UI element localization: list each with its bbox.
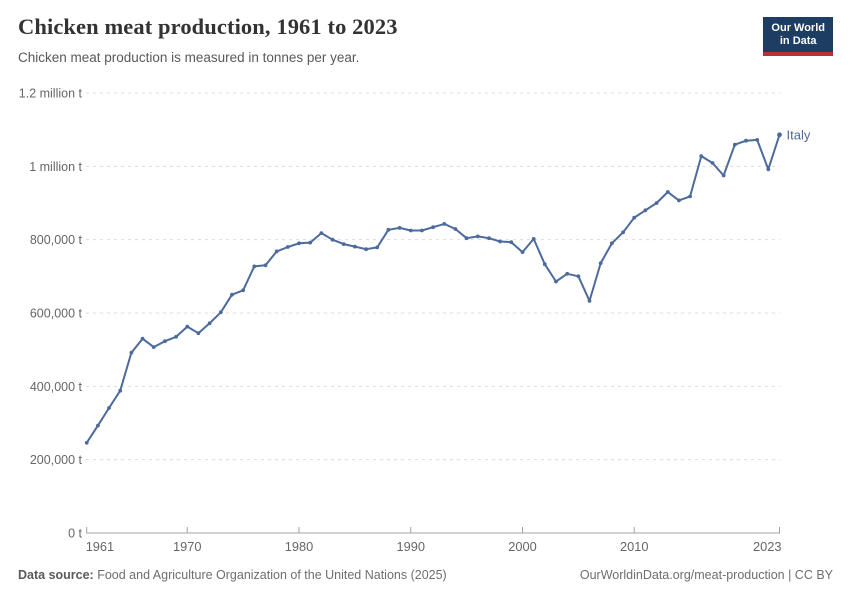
data-point-marker[interactable] xyxy=(84,440,89,445)
x-axis-tick-label: 1961 xyxy=(86,539,114,554)
x-axis-tick-label: 2023 xyxy=(753,539,781,554)
data-point-marker[interactable] xyxy=(587,299,592,303)
data-point-marker[interactable] xyxy=(509,240,514,245)
footer-citation-link[interactable]: OurWorldinData.org/meat-production | CC … xyxy=(579,568,833,582)
y-axis-tick-label: 1 million t xyxy=(29,160,82,174)
owid-logo[interactable]: Our World in Data xyxy=(763,17,833,56)
owid-logo-line2: in Data xyxy=(779,35,817,47)
data-point-marker[interactable] xyxy=(364,247,368,252)
chart-title: Chicken meat production, 1961 to 2023 xyxy=(18,14,398,39)
data-point-marker[interactable] xyxy=(721,173,726,178)
y-axis-tick-label: 1.2 million t xyxy=(19,87,83,101)
data-point-marker[interactable] xyxy=(610,241,614,246)
data-point-marker[interactable] xyxy=(252,264,257,269)
series-end-label[interactable]: Italy xyxy=(787,127,811,142)
data-source-label: Data source: xyxy=(18,568,94,582)
y-axis-tick-label: 600,000 t xyxy=(30,307,83,321)
data-point-marker[interactable] xyxy=(632,215,637,220)
chart-footer: Data source: Food and Agriculture Organi… xyxy=(18,568,833,582)
data-point-marker[interactable] xyxy=(520,250,525,255)
data-point-marker[interactable] xyxy=(565,271,570,276)
y-axis-tick-label: 0 t xyxy=(68,527,82,541)
x-axis-tick-label: 2010 xyxy=(620,539,648,554)
data-point-marker[interactable] xyxy=(107,406,111,410)
chart-header: Chicken meat production, 1961 to 2023 Ch… xyxy=(18,14,758,65)
data-point-marker[interactable] xyxy=(487,236,491,241)
data-point-marker[interactable] xyxy=(118,388,123,393)
data-point-marker[interactable] xyxy=(665,190,670,194)
data-point-marker[interactable] xyxy=(397,226,402,230)
series-line-italy xyxy=(85,133,781,444)
data-point-marker[interactable] xyxy=(274,249,279,254)
data-point-marker[interactable] xyxy=(442,222,447,226)
data-point-marker[interactable] xyxy=(431,225,435,230)
data-point-marker[interactable] xyxy=(420,228,424,233)
data-point-marker[interactable] xyxy=(766,167,771,172)
data-point-marker[interactable] xyxy=(151,345,156,349)
data-point-marker[interactable] xyxy=(688,194,692,199)
data-point-marker[interactable] xyxy=(163,339,167,344)
data-point-marker[interactable] xyxy=(230,292,234,297)
data-point-marker[interactable] xyxy=(777,132,782,138)
data-point-marker[interactable] xyxy=(218,310,223,315)
data-point-marker[interactable] xyxy=(408,228,413,233)
owid-logo-line1: Our World xyxy=(771,22,825,34)
data-point-marker[interactable] xyxy=(386,227,391,232)
chart-subtitle: Chicken meat production is measured in t… xyxy=(18,50,360,65)
data-point-marker[interactable] xyxy=(542,262,547,267)
data-point-marker[interactable] xyxy=(140,336,145,341)
x-axis-tick-label: 2000 xyxy=(508,539,536,554)
data-point-marker[interactable] xyxy=(531,237,536,241)
y-axis-tick-label: 200,000 t xyxy=(30,453,83,467)
y-axis-tick-label: 800,000 t xyxy=(30,233,83,247)
data-point-marker[interactable] xyxy=(598,261,603,265)
data-point-marker[interactable] xyxy=(475,234,480,239)
data-point-marker[interactable] xyxy=(297,241,301,246)
data-point-marker[interactable] xyxy=(353,244,357,249)
data-point-marker[interactable] xyxy=(285,245,290,249)
data-point-marker[interactable] xyxy=(621,230,625,235)
data-point-marker[interactable] xyxy=(699,154,704,159)
data-point-marker[interactable] xyxy=(453,227,458,231)
y-axis-tick-label: 400,000 t xyxy=(30,380,83,394)
data-point-marker[interactable] xyxy=(732,142,737,147)
data-point-marker[interactable] xyxy=(554,279,558,284)
data-point-marker[interactable] xyxy=(654,201,659,205)
data-point-marker[interactable] xyxy=(677,198,681,203)
x-axis-tick-label: 1970 xyxy=(173,539,201,554)
data-point-marker[interactable] xyxy=(576,274,581,279)
data-point-marker[interactable] xyxy=(241,288,246,293)
data-source-note: Data source: Food and Agriculture Organi… xyxy=(18,568,447,582)
data-point-marker[interactable] xyxy=(96,423,100,428)
data-point-marker[interactable] xyxy=(185,324,190,329)
data-point-marker[interactable] xyxy=(755,138,760,142)
data-point-marker[interactable] xyxy=(263,263,268,268)
data-point-marker[interactable] xyxy=(375,245,380,250)
data-point-marker[interactable] xyxy=(710,161,715,165)
data-point-marker[interactable] xyxy=(129,350,134,355)
data-point-marker[interactable] xyxy=(308,240,313,245)
data-point-marker[interactable] xyxy=(174,334,179,339)
data-point-marker[interactable] xyxy=(341,242,346,247)
data-point-marker[interactable] xyxy=(330,237,335,242)
x-axis-tick-label: 1990 xyxy=(397,539,425,554)
data-point-marker[interactable] xyxy=(207,321,212,326)
data-source-text: Food and Agriculture Organization of the… xyxy=(93,568,447,582)
data-point-marker[interactable] xyxy=(643,208,648,213)
data-point-marker[interactable] xyxy=(319,231,324,236)
data-point-marker[interactable] xyxy=(464,236,469,241)
x-axis-tick-label: 1980 xyxy=(285,539,313,554)
data-point-marker[interactable] xyxy=(196,331,201,336)
data-point-marker[interactable] xyxy=(498,239,502,244)
data-point-marker[interactable] xyxy=(744,138,748,143)
